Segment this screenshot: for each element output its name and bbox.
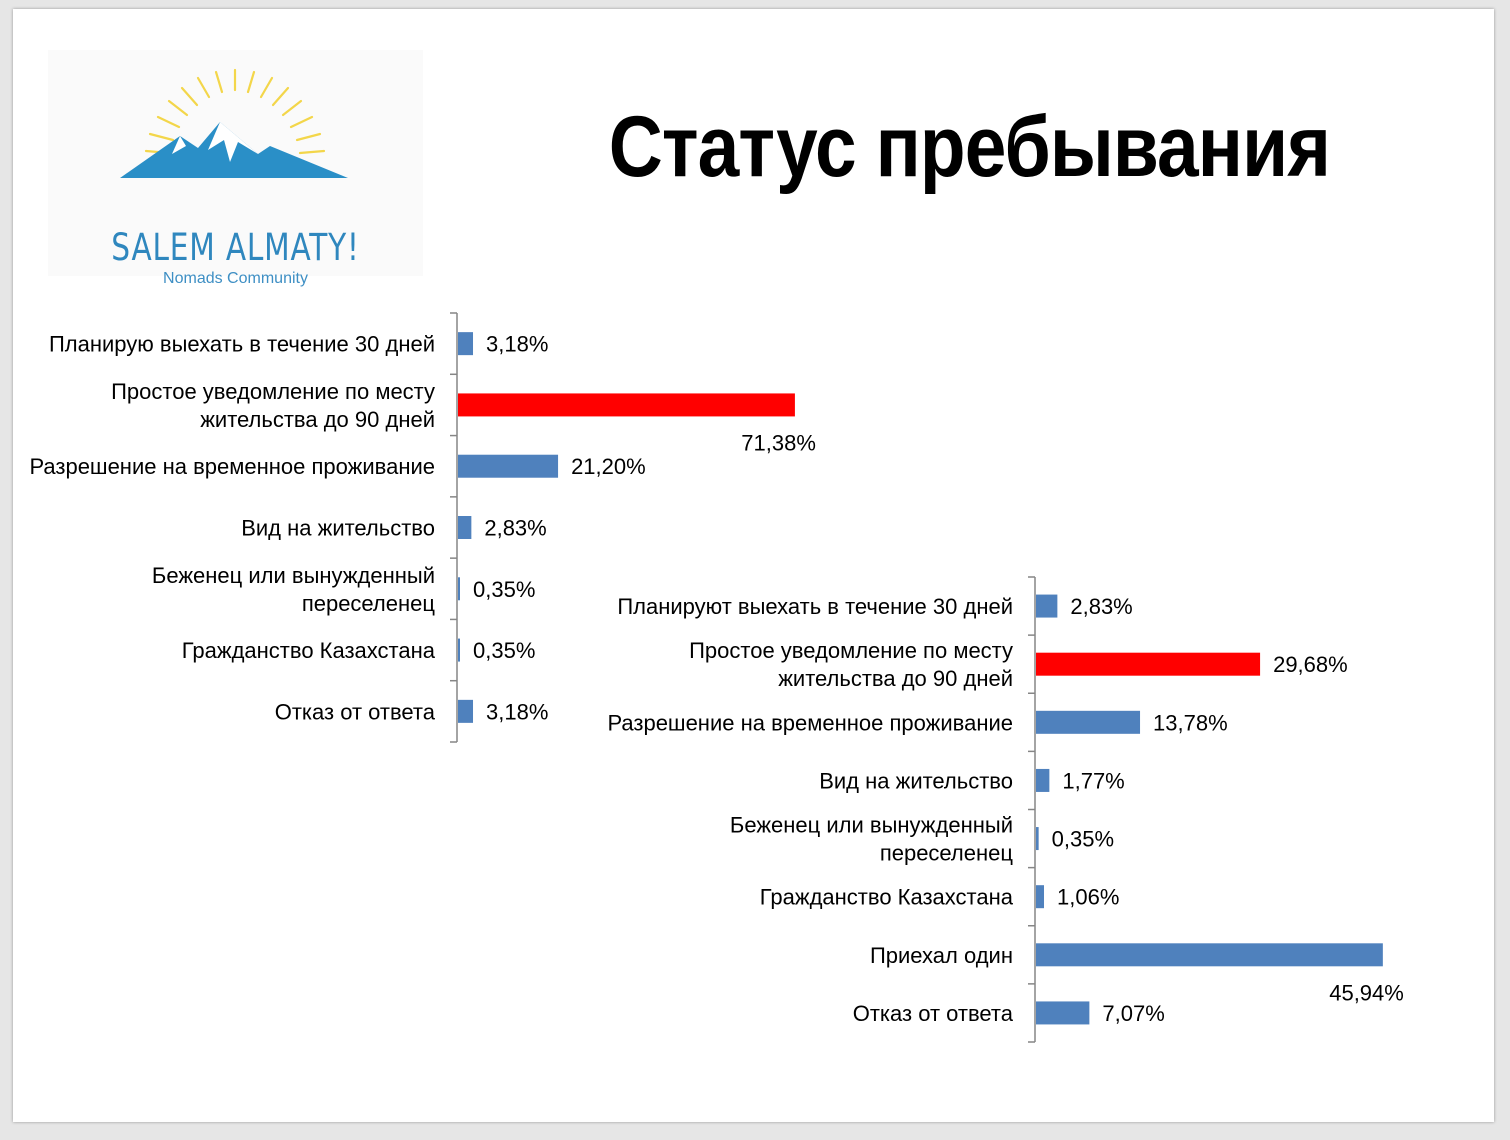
category-label: Вид на жительство [819, 768, 1013, 793]
category-label: Отказ от ответа [853, 1001, 1014, 1026]
bar-2-6 [1036, 943, 1383, 967]
data-label: 3,18% [486, 699, 548, 724]
salem-almaty-logo: SALEM ALMATY! Nomads Community [48, 50, 423, 287]
logo-tagline: Nomads Community [163, 270, 308, 287]
category-label: Приехал один [870, 943, 1013, 968]
data-label: 0,35% [473, 577, 535, 602]
chart-axis [1028, 576, 1036, 1043]
category-label: Разрешение на временное проживание [607, 710, 1013, 735]
bar-1-2 [458, 454, 559, 478]
page-title: Статус пребывания [608, 99, 1331, 195]
bar-2-1 [1036, 652, 1261, 676]
category-label: Простое уведомление по месту жительства д… [689, 638, 1013, 691]
data-label: 2,83% [484, 516, 546, 541]
category-label: Гражданство Казахстана [760, 885, 1014, 910]
category-label: Разрешение на временное проживание [29, 454, 435, 479]
bar-1-6 [458, 699, 474, 723]
bar-2-2 [1036, 710, 1141, 734]
chart-axis [450, 312, 458, 743]
data-label: 7,07% [1102, 1001, 1164, 1026]
category-label: Гражданство Казахстана [182, 638, 436, 663]
category-label: Беженец или вынужденный переселенец [730, 813, 1013, 866]
data-label: 2,83% [1070, 594, 1132, 619]
category-label: Планирую выехать в течение 30 дней [49, 332, 435, 357]
bar-2-0 [1036, 594, 1058, 618]
bar-2-4 [1036, 827, 1039, 851]
mountain-sun-icon [120, 68, 348, 178]
bar-2-5 [1036, 885, 1045, 909]
category-label: Простое уведомление по месту жительства д… [111, 379, 435, 432]
bar-1-3 [458, 516, 472, 539]
data-label: 3,18% [486, 332, 548, 357]
data-label: 21,20% [571, 454, 646, 479]
data-label: 1,77% [1062, 768, 1124, 793]
data-label: 45,94% [1329, 980, 1404, 1005]
logo-title: SALEM ALMATY! [111, 226, 360, 269]
category-label: Вид на жительство [241, 516, 435, 541]
bar-1-1 [458, 393, 795, 417]
bar-1-5 [458, 638, 460, 662]
bar-2-7 [1036, 1001, 1090, 1025]
data-label: 0,35% [473, 638, 535, 663]
category-label: Планируют выехать в течение 30 дней [617, 594, 1013, 619]
bar-1-4 [458, 577, 460, 601]
category-label: Беженец или вынужденный переселенец [152, 563, 435, 616]
bar-1-0 [458, 332, 474, 356]
bar-2-3 [1036, 768, 1050, 792]
data-label: 13,78% [1153, 710, 1228, 735]
category-label: Отказ от ответа [275, 699, 436, 724]
data-label: 0,35% [1052, 827, 1114, 852]
data-label: 71,38% [741, 430, 816, 455]
data-label: 1,06% [1057, 885, 1119, 910]
data-label: 29,68% [1273, 652, 1348, 677]
